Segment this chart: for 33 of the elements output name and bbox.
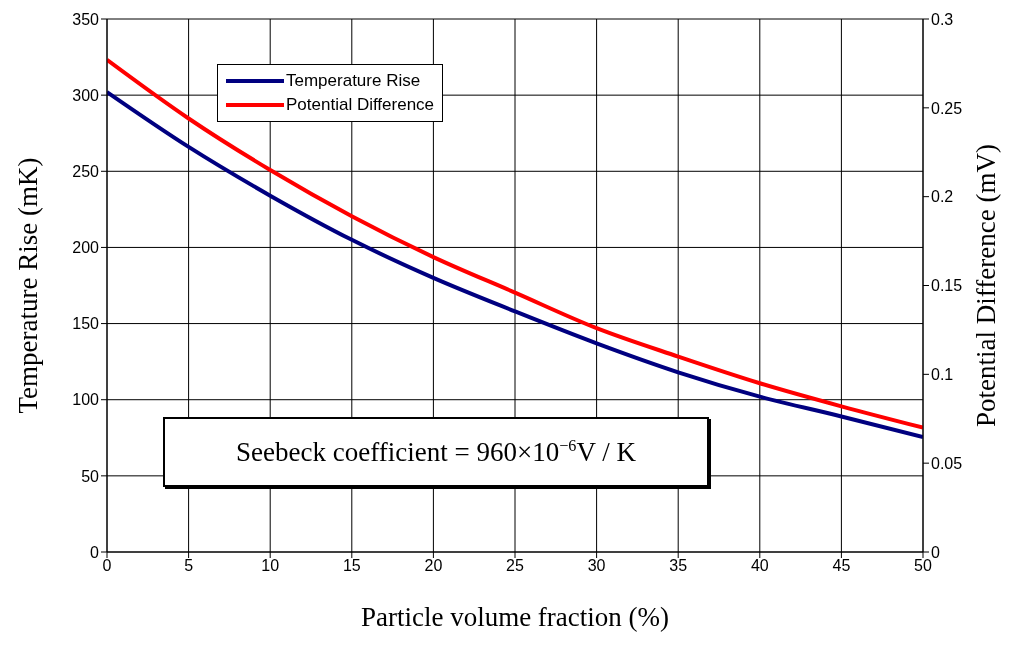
y2-tick-label: 0.15 (931, 277, 963, 295)
x-tick-label: 35 (669, 557, 688, 575)
x-tick-label: 5 (184, 557, 194, 575)
y-tick-label: 300 (72, 86, 100, 104)
x-tick-label: 50 (914, 557, 932, 575)
y-tick-label: 0 (90, 543, 100, 561)
y2-tick-label: 0 (931, 543, 940, 561)
y-tick-label: 250 (72, 162, 100, 180)
y2-tick-label: 0.2 (931, 188, 954, 206)
y2-tick-label: 0.3 (931, 10, 954, 28)
text-box: Seebeck coefficient = 960×10$^{−6}$V / K (163, 417, 709, 487)
y2-tick-label: 0.1 (931, 366, 954, 384)
y-tick-label: 350 (72, 10, 100, 28)
y2-axis-title: Potential Difference (mV) (970, 143, 1001, 427)
x-tick-label: 40 (750, 557, 769, 575)
y2-tick-label: 0.05 (931, 454, 963, 472)
y-tick-label: 50 (81, 467, 100, 485)
x-axis-title: Particle volume fraction (%) (360, 602, 670, 632)
y-tick-label: 150 (72, 315, 100, 333)
x-tick-label: 25 (506, 557, 524, 575)
x-tick-label: 45 (832, 557, 851, 575)
x-tick-label: 30 (587, 557, 606, 575)
x-tick-label: 10 (261, 557, 280, 575)
y-axis-title: Temperature Rise (mK) (12, 157, 43, 414)
x-tick-label: 20 (424, 557, 443, 575)
legend-label: Temperature Rise (286, 71, 421, 91)
y2-tick-label: 0.25 (931, 99, 963, 117)
x-tick-label: 15 (342, 557, 361, 575)
y-tick-label: 200 (72, 239, 100, 257)
annotation: Seebeck coefficient = 960×10$^{−6}$V / K (236, 436, 636, 467)
x-tick-label: 0 (102, 557, 112, 575)
legend-label: Potential Difference (286, 95, 435, 115)
y-tick-label: 100 (72, 391, 100, 409)
